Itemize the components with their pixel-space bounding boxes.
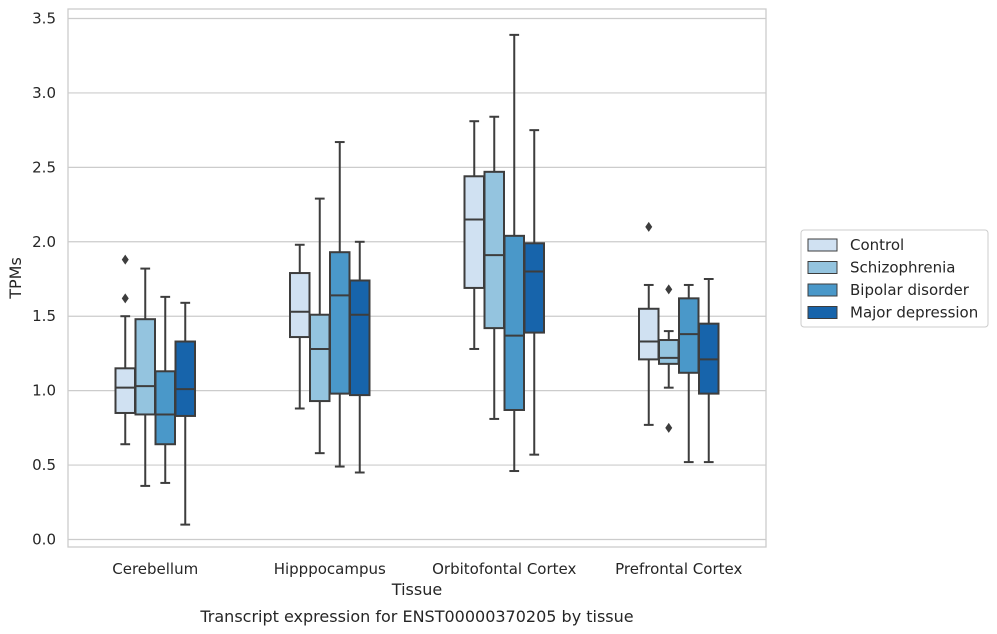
y-tick-label: 2.0	[32, 233, 56, 251]
box-bipolar-disorder	[503, 33, 525, 473]
box-body	[503, 234, 525, 411]
box-body	[483, 170, 505, 330]
box-body	[463, 175, 485, 289]
chart-caption: Transcript expression for ENST0000037020…	[199, 607, 633, 626]
legend-label: Schizophrenia	[850, 259, 955, 277]
box-body	[329, 251, 351, 395]
box-schizophrenia	[309, 197, 331, 455]
y-tick-label: 1.0	[32, 382, 56, 400]
legend-swatch	[807, 306, 838, 319]
outlier-point	[665, 284, 673, 295]
box-schizophrenia	[658, 284, 680, 433]
box-major-depression	[523, 129, 545, 456]
box-body	[349, 279, 371, 397]
x-tick-labels: Cerebellum Hipppocampus Orbitofontal Corte…	[112, 560, 742, 578]
box-body	[114, 367, 136, 414]
box-control	[289, 243, 311, 410]
box-major-depression	[349, 240, 371, 474]
outlier-point	[121, 293, 129, 304]
legend-label: Major depression	[850, 304, 978, 322]
x-tick-label: Cerebellum	[112, 560, 198, 578]
x-tick-label: Prefrontal Cortex	[615, 560, 742, 578]
box-body	[638, 307, 660, 361]
legend-swatch	[807, 261, 838, 274]
box-body	[289, 272, 311, 339]
box-body	[678, 297, 700, 374]
box-major-depression	[698, 278, 720, 464]
plot-frame	[67, 8, 767, 548]
legend-swatch	[807, 238, 838, 252]
box-schizophrenia	[134, 267, 156, 487]
legend: Control Schizophrenia Bipolar disorder Majo…	[800, 229, 989, 328]
box-body	[134, 318, 156, 416]
x-tick-label: Hipppocampus	[274, 560, 386, 578]
box-groups	[114, 33, 720, 526]
y-tick-labels: 0.0 0.5 1.0 1.5 2.0 2.5 3.0 3.5	[32, 10, 56, 549]
y-axis-title: TPMs	[6, 257, 25, 300]
y-tick-label: 2.5	[32, 158, 56, 176]
legend-label: Control	[850, 236, 904, 254]
box-bipolar-disorder	[678, 283, 700, 464]
y-tick-label: 3.5	[32, 10, 56, 28]
outlier-point	[121, 254, 129, 265]
box-major-depression	[174, 301, 196, 526]
x-tick-label: Orbitofontal Cortex	[432, 560, 576, 578]
box-body	[154, 370, 176, 446]
box-control	[638, 221, 660, 426]
box-body	[658, 339, 680, 365]
outlier-point	[665, 422, 673, 433]
legend-frame	[800, 229, 989, 328]
box-body	[523, 242, 545, 334]
box-body	[309, 313, 331, 403]
box-bipolar-disorder	[329, 141, 351, 468]
box-control	[463, 120, 485, 350]
box-body	[174, 340, 196, 417]
x-axis-title: Tissue	[391, 580, 442, 599]
legend-swatch	[807, 283, 838, 297]
y-tick-label: 1.5	[32, 307, 56, 325]
outlier-point	[645, 221, 653, 232]
y-tick-label: 0.5	[32, 456, 56, 474]
y-tick-label: 3.0	[32, 84, 56, 102]
y-tick-label: 0.0	[32, 531, 56, 549]
legend-label: Bipolar disorder	[850, 281, 970, 299]
